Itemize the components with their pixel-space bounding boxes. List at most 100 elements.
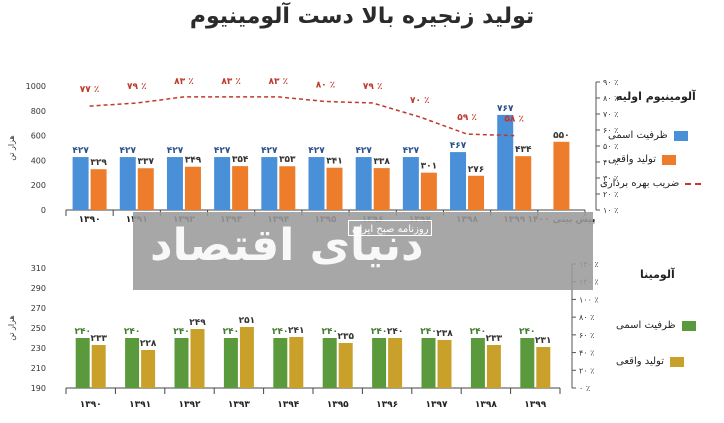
- top-bar-label-capacity: ۴۲۷: [308, 146, 325, 156]
- top-y2tick: ۲۰ ٪: [603, 190, 618, 199]
- bottom-bar-production: [388, 338, 403, 388]
- bottom-bar-label-production: ۲۳۵: [337, 332, 354, 342]
- top-bar-label-production: ۳۴۹: [185, 156, 202, 166]
- top-ytick: 1000: [26, 82, 46, 91]
- bottom-bar-label-production: ۲۴۱: [288, 326, 304, 336]
- top-bar-label-capacity: ۴۲۷: [355, 146, 372, 156]
- top-legend-capacity-label: ظرفیت اسمی: [608, 130, 668, 141]
- top-bar-capacity: [450, 152, 467, 210]
- bottom-xtick-label: ۱۳۹۵: [327, 400, 349, 410]
- bottom-bar-label-production: ۲۲۸: [140, 339, 157, 349]
- top-y2tick: ۷۰ ٪: [603, 110, 618, 119]
- bottom-bar-label-capacity: ۲۴۰: [420, 327, 436, 337]
- bottom-legend-production-label: تولید واقعی: [616, 356, 664, 367]
- top-utilization-label: ۷۷ ٪: [80, 85, 100, 95]
- top-utilization-label: ۷۰ ٪: [410, 96, 430, 106]
- bottom-bar-label-production: ۲۳۳: [486, 334, 503, 344]
- watermark-band: [133, 212, 593, 290]
- top-utilization-label: ۸۳ ٪: [269, 77, 289, 87]
- bottom-bar-label-production: ۲۴۰: [387, 327, 403, 337]
- bottom-bar-capacity: [223, 338, 238, 388]
- top-bar-production: [468, 175, 485, 210]
- bottom-bar-label-capacity: ۲۴۰: [519, 327, 535, 337]
- bottom-y2tick: ۸۰ ٪: [579, 313, 594, 322]
- bottom-bar-production: [190, 329, 205, 388]
- top-bar-label-capacity: ۴۲۷: [72, 146, 89, 156]
- top-xtick-label: ۱۳۹۰: [79, 215, 101, 225]
- bottom-bar-capacity: [75, 338, 90, 388]
- top-bar-label-production: ۵۵۰: [553, 131, 569, 141]
- top-bar-production: [137, 168, 154, 210]
- top-bar-label-capacity: ۴۲۷: [403, 146, 420, 156]
- bottom-y2tick: ۰ ٪: [579, 384, 590, 393]
- bottom-y2tick: ۴۰ ٪: [579, 349, 594, 358]
- top-ytick: 600: [31, 132, 46, 141]
- bottom-bar-capacity: [372, 338, 387, 388]
- top-bar-capacity: [497, 114, 514, 210]
- bottom-ytick: 290: [31, 284, 46, 293]
- bottom-bar-label-production: ۲۳۱: [535, 336, 551, 346]
- bottom-bar-production: [486, 345, 501, 388]
- top-bar-production: [515, 156, 532, 210]
- bottom-legend-title: آلومینا: [640, 268, 675, 281]
- top-bar-label-production: ۳۰۱: [421, 162, 437, 172]
- bottom-bar-production: [536, 347, 551, 388]
- bottom-bar-production: [338, 343, 353, 388]
- top-bar-label-capacity: ۴۲۷: [261, 146, 278, 156]
- top-bar-production: [373, 168, 390, 210]
- top-bar-capacity: [355, 157, 372, 210]
- bottom-bar-capacity: [125, 338, 140, 388]
- bottom-y2tick: ۲۰ ٪: [579, 366, 594, 375]
- top-bar-label-production: ۳۵۴: [232, 155, 249, 165]
- top-legend-production: تولید واقعی: [608, 154, 676, 165]
- top-bar-label-production: ۳۵۳: [279, 155, 296, 165]
- top-bar-capacity: [72, 157, 89, 210]
- bottom-bar-label-capacity: ۲۴۰: [321, 327, 337, 337]
- top-legend-capacity: ظرفیت اسمی: [608, 130, 688, 141]
- bottom-xtick-label: ۱۳۹۹: [524, 400, 546, 410]
- bottom-ytick: 310: [31, 264, 46, 273]
- bottom-bar-label-capacity: ۲۴۰: [223, 327, 239, 337]
- top-bar-label-capacity: ۴۶۷: [450, 141, 467, 151]
- bottom-bar-production: [91, 345, 106, 388]
- top-bar-production: [90, 169, 107, 210]
- top-ylabel: هزار تن: [7, 135, 16, 161]
- bottom-y2tick: ۱۰۰ ٪: [579, 295, 599, 304]
- bottom-bar-capacity: [520, 338, 535, 388]
- bottom-bar-production: [141, 350, 156, 388]
- top-y2tick: ۶۰ ٪: [603, 126, 618, 135]
- top-utilization-line: [89, 96, 515, 137]
- top-legend-production-swatch: [662, 154, 676, 165]
- bottom-bar-label-production: ۲۳۸: [436, 329, 453, 339]
- bottom-ytick: 270: [31, 304, 46, 313]
- bottom-bar-capacity: [174, 338, 189, 388]
- bottom-bar-label-production: ۲۳۳: [90, 334, 107, 344]
- top-utilization-label: ۸۳ ٪: [221, 77, 241, 87]
- top-y2tick: ۹۰ ٪: [603, 78, 618, 87]
- bottom-xtick-label: ۱۳۹۳: [228, 400, 250, 410]
- top-y2tick: ۴۰ ٪: [603, 158, 618, 167]
- top-utilization-label: ۸۳ ٪: [174, 77, 194, 87]
- top-y2tick: ۵۰ ٪: [603, 142, 618, 151]
- bottom-ytick: 210: [31, 364, 46, 373]
- top-bar-production: [553, 141, 570, 210]
- bottom-bar-label-capacity: ۲۴۰: [173, 327, 189, 337]
- watermark-tagline: روزنامه صبح ایران: [352, 224, 429, 235]
- bottom-bar-label-capacity: ۲۴۰: [470, 327, 486, 337]
- bottom-ytick: 190: [31, 384, 46, 393]
- bottom-xtick-label: ۱۳۹۷: [426, 400, 448, 410]
- top-bar-label-production: ۴۳۴: [515, 145, 532, 155]
- top-bar-production: [232, 166, 249, 210]
- bottom-legend-capacity-swatch: [681, 320, 696, 331]
- top-bar-label-production: ۲۷۶: [468, 165, 484, 175]
- bottom-bar-production: [239, 327, 254, 388]
- bottom-ytick: 250: [31, 324, 46, 333]
- bottom-ytick: 230: [31, 344, 46, 353]
- bottom-legend-capacity: ظرفیت اسمی: [616, 320, 696, 331]
- top-bar-label-capacity: ۷۶۷: [497, 104, 514, 114]
- bottom-bar-production: [437, 340, 452, 388]
- top-bar-production: [184, 166, 201, 210]
- top-utilization-label: ۵۹ ٪: [457, 113, 477, 123]
- top-bar-label-capacity: ۴۲۷: [120, 146, 137, 156]
